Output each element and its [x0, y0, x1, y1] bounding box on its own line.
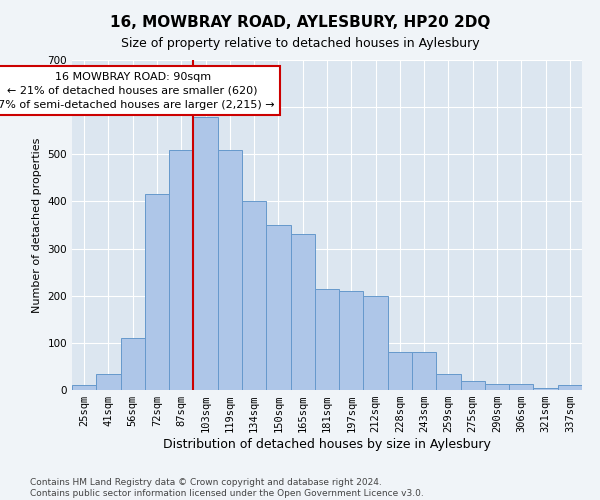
- Bar: [96, 374, 121, 390]
- Bar: [533, 388, 558, 390]
- X-axis label: Distribution of detached houses by size in Aylesbury: Distribution of detached houses by size …: [163, 438, 491, 451]
- Bar: [485, 384, 509, 390]
- Bar: [145, 194, 169, 390]
- Bar: [266, 225, 290, 390]
- Bar: [364, 296, 388, 390]
- Bar: [412, 352, 436, 390]
- Bar: [558, 386, 582, 390]
- Bar: [436, 374, 461, 390]
- Y-axis label: Number of detached properties: Number of detached properties: [32, 138, 42, 312]
- Bar: [242, 202, 266, 390]
- Bar: [290, 234, 315, 390]
- Bar: [72, 386, 96, 390]
- Bar: [169, 150, 193, 390]
- Bar: [388, 352, 412, 390]
- Bar: [461, 380, 485, 390]
- Text: Contains HM Land Registry data © Crown copyright and database right 2024.
Contai: Contains HM Land Registry data © Crown c…: [30, 478, 424, 498]
- Bar: [339, 291, 364, 390]
- Bar: [509, 384, 533, 390]
- Text: 16, MOWBRAY ROAD, AYLESBURY, HP20 2DQ: 16, MOWBRAY ROAD, AYLESBURY, HP20 2DQ: [110, 15, 490, 30]
- Text: Size of property relative to detached houses in Aylesbury: Size of property relative to detached ho…: [121, 38, 479, 51]
- Bar: [121, 338, 145, 390]
- Bar: [193, 116, 218, 390]
- Bar: [315, 288, 339, 390]
- Text: 16 MOWBRAY ROAD: 90sqm
← 21% of detached houses are smaller (620)
77% of semi-de: 16 MOWBRAY ROAD: 90sqm ← 21% of detached…: [0, 72, 275, 110]
- Bar: [218, 150, 242, 390]
